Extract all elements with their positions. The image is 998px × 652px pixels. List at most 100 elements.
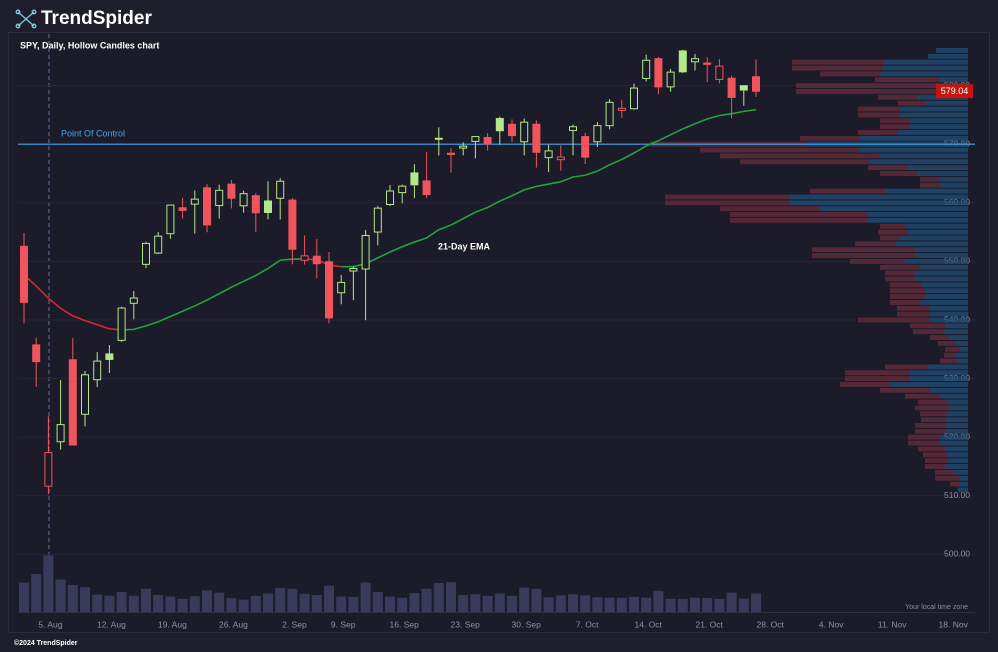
profile-up-bar	[940, 182, 968, 188]
candle-body	[178, 207, 187, 211]
candle-body	[593, 125, 602, 143]
candle-body	[81, 374, 89, 415]
candle-body	[666, 71, 675, 88]
profile-up-bar	[953, 469, 968, 475]
profile-up-bar	[925, 288, 968, 294]
candle-body	[276, 180, 285, 199]
profile-down-bar	[730, 212, 868, 217]
candle-body	[398, 185, 407, 194]
profile-down-bar	[918, 399, 948, 405]
candle-body	[654, 58, 663, 88]
profile-down-bar	[915, 428, 945, 434]
volume-bar	[360, 582, 371, 612]
profile-down-bar	[858, 106, 900, 112]
profile-up-bar	[910, 376, 968, 382]
candle-body	[105, 353, 114, 360]
profile-down-bar	[880, 223, 905, 229]
profile-up-bar	[910, 370, 968, 376]
profile-up-bar	[948, 458, 968, 464]
profile-up-bar	[940, 176, 968, 182]
profile-down-bar	[910, 323, 945, 329]
profile-down-bar	[855, 241, 895, 247]
volume-bar	[726, 592, 737, 612]
profile-up-bar	[940, 77, 968, 83]
profile-down-bar	[915, 405, 950, 411]
candle-body	[739, 85, 748, 91]
profile-down-bar	[918, 446, 945, 452]
x-tick-label: 2. Sep	[282, 619, 307, 629]
candle-body	[56, 424, 65, 443]
x-tick-label: 14. Oct	[634, 619, 662, 629]
candle-body	[215, 189, 224, 207]
candle-body	[434, 137, 443, 140]
profile-up-bar	[910, 124, 968, 130]
profile-up-bar	[950, 405, 968, 411]
candle-body	[715, 65, 724, 80]
ema-line	[304, 258, 342, 268]
candle-body	[678, 50, 687, 73]
profile-down-bar	[858, 112, 900, 118]
volume-bar	[580, 595, 591, 612]
profile-up-bar	[915, 253, 968, 258]
volume-bar	[738, 598, 749, 612]
y-tick-label: 510.00	[944, 490, 970, 500]
profile-up-bar	[940, 440, 968, 446]
profile-down-bar	[812, 253, 915, 258]
profile-down-bar	[868, 165, 908, 171]
profile-up-bar	[945, 428, 968, 434]
volume-bar	[128, 595, 139, 612]
candle-body	[288, 199, 297, 250]
ema-line	[341, 108, 757, 268]
profile-up-bar	[915, 276, 968, 282]
volume-bar	[238, 599, 249, 612]
profile-down-bar	[720, 206, 820, 212]
candle-body	[154, 235, 163, 254]
volume-bar	[446, 582, 456, 612]
profile-up-bar	[895, 241, 968, 247]
profile-down-bar	[740, 159, 870, 165]
profile-down-bar	[925, 464, 945, 469]
candle-body	[471, 136, 480, 142]
volume-bar	[568, 594, 578, 612]
logo-icon	[15, 9, 37, 29]
profile-down-bar	[890, 294, 925, 299]
volume-bar	[311, 594, 322, 612]
y-tick-label: 500.00	[944, 549, 970, 559]
profile-down-bar	[921, 417, 946, 423]
profile-up-bar	[930, 317, 968, 323]
x-tick-label: 23. Sep	[451, 619, 481, 629]
candle-body	[239, 193, 248, 207]
candle-body	[495, 118, 504, 132]
profile-down-bar	[890, 299, 920, 305]
profile-up-bar	[930, 311, 968, 317]
volume-bar	[616, 597, 627, 612]
candle-body	[373, 207, 382, 233]
profile-down-bar	[878, 94, 918, 100]
profile-up-bar	[945, 464, 968, 469]
profile-up-bar	[900, 235, 968, 241]
profile-up-bar	[790, 194, 968, 200]
profile-down-bar	[850, 258, 905, 264]
profile-down-bar	[885, 276, 915, 282]
profile-down-bar	[890, 282, 922, 288]
volume-bar	[263, 593, 273, 612]
volume-bar	[665, 598, 676, 612]
candle-body	[44, 452, 53, 487]
profile-down-bar	[810, 188, 885, 194]
volume-bar	[714, 598, 725, 612]
profile-up-bar	[860, 135, 968, 141]
volume-bar	[604, 597, 615, 612]
profile-down-bar	[880, 387, 930, 393]
profile-down-bar	[920, 176, 940, 182]
profile-up-bar	[956, 341, 968, 346]
volume-bar	[494, 593, 505, 612]
profile-up-bar	[960, 475, 968, 481]
volume-bar	[104, 595, 115, 612]
profile-down-bar	[913, 329, 943, 335]
volume-bar	[67, 584, 78, 612]
candle-body	[312, 255, 321, 265]
volume-bar	[43, 555, 54, 612]
profile-down-bar	[925, 458, 948, 464]
candle-body	[203, 187, 211, 226]
candle-body	[325, 261, 333, 319]
